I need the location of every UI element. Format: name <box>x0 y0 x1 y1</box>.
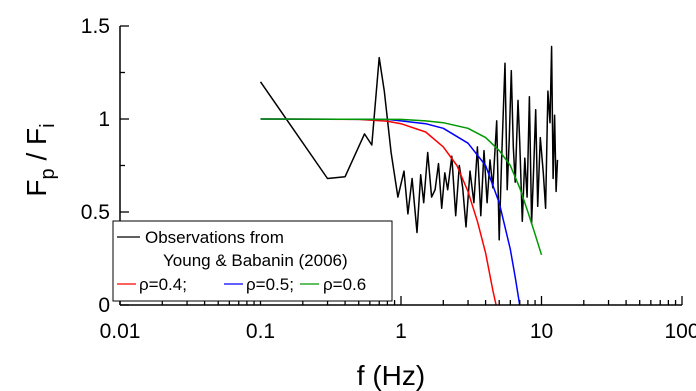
y-axis-title: Fp / Fi <box>21 123 59 196</box>
y-tick-label: 0.5 <box>81 201 110 224</box>
y-tick-label: 0 <box>98 294 110 317</box>
tick-labels: 0.01 0.1 1 10 100 0 0.5 1 1.5 <box>81 15 696 343</box>
x-tick-label: 0.1 <box>246 320 275 343</box>
y-tick-label: 1.5 <box>81 15 110 38</box>
x-tick-label: 100 <box>664 320 696 343</box>
legend-label-observations-2: Young & Babanin (2006) <box>163 251 348 270</box>
legend-separator: ; <box>289 275 294 294</box>
legend: Observations from Young & Babanin (2006)… <box>112 220 393 302</box>
y-axis-title-mid: / F <box>21 128 52 168</box>
legend-label-rho-04-name: ρ=0.4 <box>139 275 182 294</box>
legend-label-rho-05-name: ρ=0.5 <box>246 275 289 294</box>
y-axis-title-sub2: i <box>37 123 59 127</box>
legend-label-observations-1: Observations from <box>145 228 284 247</box>
x-tick-label: 1 <box>395 320 407 343</box>
x-tick-label: 10 <box>530 320 553 343</box>
legend-box <box>112 220 393 302</box>
legend-label-rho-06: ρ=0.6 <box>323 275 366 294</box>
series-line-observations <box>259 45 559 241</box>
y-axis-title-sub1: p <box>37 168 59 179</box>
series-line-model-2 <box>260 118 521 306</box>
x-tick-label: 0.01 <box>100 320 141 343</box>
series-line-model-1 <box>260 118 497 306</box>
plot-lines <box>259 45 559 306</box>
legend-separator: ; <box>182 275 187 294</box>
y-tick-label: 1 <box>98 108 110 131</box>
legend-label-rho-04: ρ=0.4; <box>139 275 187 294</box>
y-axis-title-main: F <box>21 179 52 196</box>
series-line-model-3 <box>260 118 543 256</box>
legend-label-rho-05: ρ=0.5; <box>246 275 294 294</box>
x-axis-title: f (Hz) <box>357 360 425 391</box>
